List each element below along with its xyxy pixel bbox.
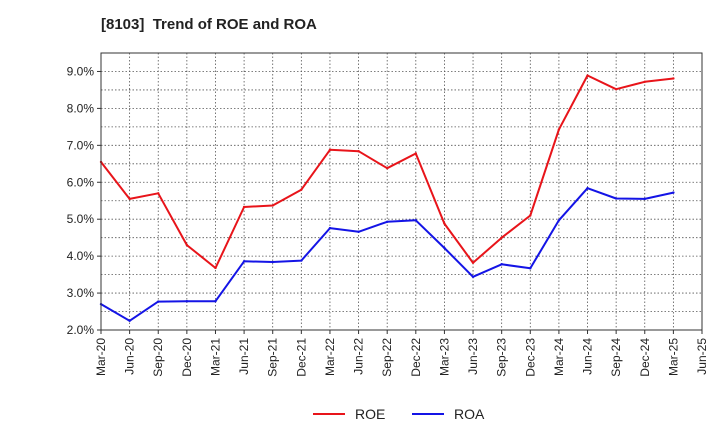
data-point-roe	[385, 167, 389, 170]
y-tick-label: 3.0%	[67, 286, 95, 300]
data-point-roe	[586, 74, 589, 77]
data-point-roe	[157, 192, 160, 195]
data-point-roa	[157, 300, 160, 303]
x-tick-label: Jun-23	[466, 338, 480, 375]
data-point-roa	[214, 299, 217, 303]
x-tick-label: Mar-22	[323, 338, 337, 376]
data-point-roe	[643, 80, 646, 84]
data-point-roe	[672, 77, 675, 80]
y-tick-label: 8.0%	[67, 101, 95, 115]
data-point-roa	[471, 275, 475, 279]
data-point-roa	[443, 246, 446, 250]
data-point-roa	[185, 299, 189, 303]
data-point-roe	[471, 261, 475, 264]
x-tick-label: Dec-22	[409, 338, 423, 377]
x-tick-label: Sep-22	[380, 338, 394, 377]
data-point-roa	[500, 263, 503, 266]
x-tick-label: Jun-25	[695, 338, 709, 375]
x-tick-label: Dec-24	[638, 338, 652, 377]
data-point-roa	[414, 219, 418, 222]
legend: ROE ROA	[313, 406, 485, 422]
data-point-roe	[529, 214, 532, 217]
data-point-roa	[357, 230, 360, 233]
data-point-roe	[614, 87, 618, 91]
y-tick-label: 9.0%	[67, 64, 95, 78]
data-point-roa	[614, 197, 618, 200]
plot-frame	[100, 52, 703, 331]
x-tick-label: Mar-25	[666, 338, 680, 376]
data-point-roa	[385, 220, 389, 223]
series-layer	[99, 74, 675, 322]
data-point-roe	[500, 236, 503, 239]
data-point-roa	[328, 226, 332, 230]
data-point-roe	[214, 266, 217, 270]
data-point-roa	[672, 191, 675, 194]
legend-label-roe: ROE	[355, 406, 385, 422]
x-tick-label: Jun-21	[237, 338, 251, 375]
y-tick-label: 4.0%	[67, 249, 95, 263]
x-tick-label: Mar-20	[94, 338, 108, 376]
data-point-roe	[557, 128, 561, 131]
y-tick-label: 5.0%	[67, 212, 95, 226]
data-point-roe	[185, 243, 189, 247]
data-point-roa	[557, 219, 561, 222]
data-point-roa	[300, 259, 303, 262]
grid-layer	[101, 53, 702, 330]
data-point-roe	[271, 204, 274, 207]
legend-label-roa: ROA	[454, 406, 485, 422]
x-tick-label: Sep-23	[495, 338, 509, 377]
x-tick-label: Mar-23	[437, 338, 451, 376]
data-point-roe	[242, 205, 246, 209]
x-tick-label: Sep-20	[151, 338, 165, 377]
x-tick-label: Sep-21	[266, 338, 280, 377]
data-point-roe	[443, 222, 446, 225]
data-point-roa	[586, 186, 589, 190]
y-tick-label: 2.0%	[67, 323, 95, 337]
x-tick-label: Mar-24	[552, 338, 566, 376]
x-tick-label: Mar-21	[208, 338, 222, 376]
data-point-roe	[357, 150, 360, 153]
x-tick-label: Dec-20	[180, 338, 194, 377]
x-tick-label: Dec-21	[294, 338, 308, 377]
data-point-roa	[242, 260, 246, 263]
data-point-roa	[271, 260, 274, 264]
x-tick-label: Sep-24	[609, 338, 623, 377]
data-point-roa	[128, 319, 131, 322]
data-point-roe	[414, 152, 418, 155]
y-tick-label: 6.0%	[67, 175, 95, 189]
x-tick-label: Jun-24	[581, 338, 595, 375]
data-point-roa	[643, 197, 646, 201]
x-axis: Mar-20 Jun-20 Sep-20 Dec-20 Mar-21 Jun-21 Sep-…	[94, 330, 709, 377]
data-point-roe	[300, 188, 303, 191]
x-tick-label: Dec-23	[523, 338, 537, 377]
y-tick-label: 7.0%	[67, 138, 95, 152]
y-axis: 2.0% 3.0% 4.0% 5.0% 6.0% 7.0% 8.0% 9.0%	[67, 64, 101, 337]
x-tick-label: Jun-22	[352, 338, 366, 375]
data-point-roe	[128, 197, 131, 201]
data-point-roe	[328, 148, 332, 151]
x-tick-label: Jun-20	[123, 338, 137, 375]
chart-title: [8103] Trend of ROE and ROA	[101, 16, 317, 33]
data-point-roa	[529, 267, 532, 270]
